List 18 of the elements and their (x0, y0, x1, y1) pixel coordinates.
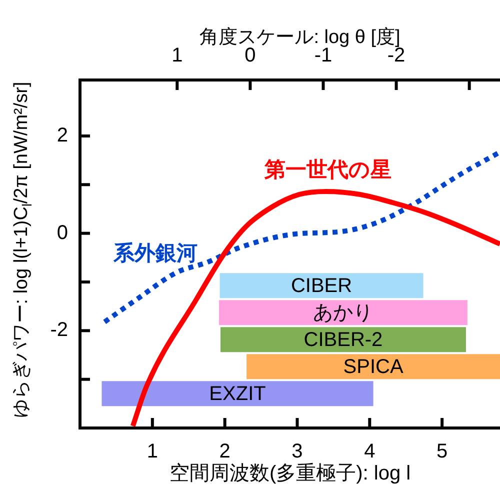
x-tick-label: 1 (146, 440, 158, 463)
x-tick-label: 2 (219, 440, 230, 463)
band-label: CIBER-2 (304, 329, 383, 352)
y-tick-label: 2 (56, 124, 68, 146)
series-label: 第一世代の星 (263, 158, 392, 182)
band-label: あかり (313, 302, 374, 324)
y-tick-label: -2 (50, 319, 68, 342)
band-label: CIBER (290, 275, 352, 298)
band-label: SPICA (343, 356, 404, 378)
x-tick-label: 3 (292, 440, 303, 463)
x-tick-label: 5 (436, 440, 448, 463)
series-label: 系外銀河 (112, 242, 198, 265)
y-tick-label: 0 (56, 222, 68, 244)
x-tick-label: 4 (364, 440, 376, 463)
x-axis-title: 空間周波数(多重極子): log l (169, 462, 411, 485)
band-label: EXZIT (209, 383, 266, 406)
x2-tick-label: 1 (172, 44, 183, 67)
y-axis-title: ゆらぎパワー: log l(l+1)Cl/2π [nW/m²/sr] (11, 82, 34, 418)
